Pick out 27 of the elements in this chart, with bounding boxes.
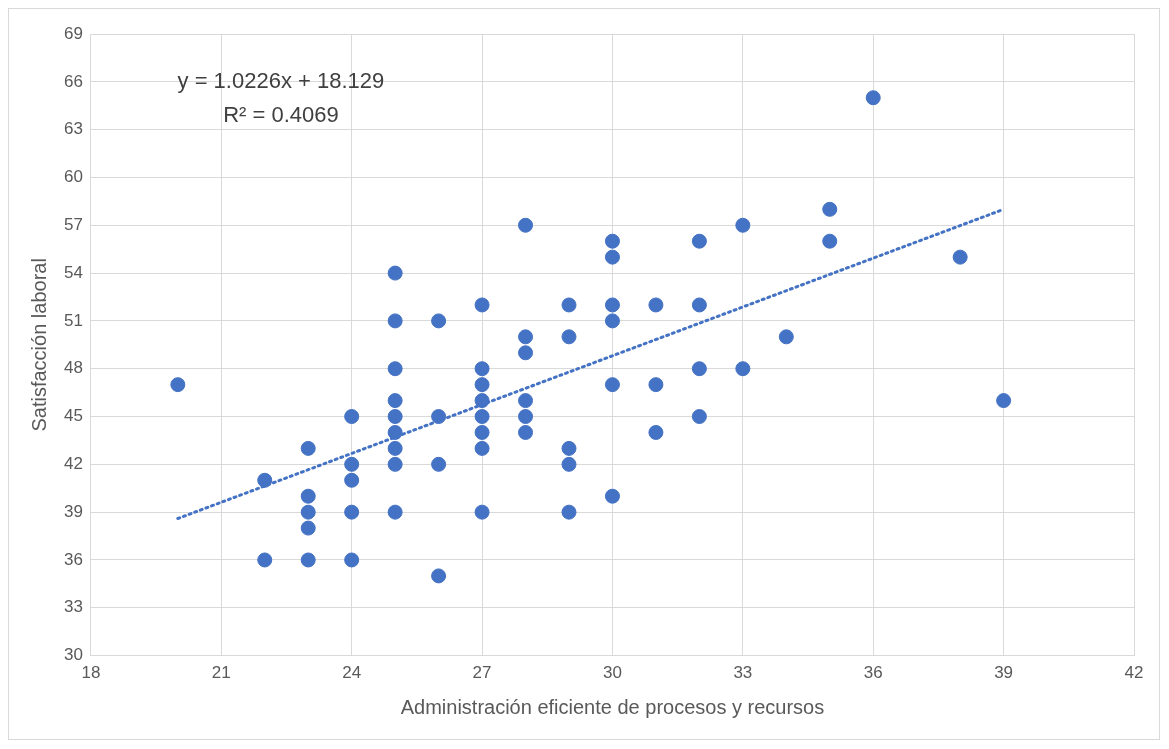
x-tick-label: 42 (1124, 663, 1144, 683)
y-tick-label: 33 (63, 597, 83, 617)
y-tick-label: 42 (63, 454, 83, 474)
x-tick-label: 18 (81, 663, 101, 683)
x-tick-label: 30 (602, 663, 622, 683)
x-tick-label: 24 (342, 663, 362, 683)
y-tick-label: 30 (63, 645, 83, 665)
y-tick-label: 57 (63, 214, 83, 234)
y-tick-label: 36 (63, 549, 83, 569)
y-tick-label: 51 (63, 310, 83, 330)
y-tick-label: 48 (63, 358, 83, 378)
annotation: y = 1.0226x + 18.129 (177, 68, 385, 94)
y-axis-title: Satisfacción laboral (27, 258, 50, 432)
x-tick-label: 27 (472, 663, 492, 683)
y-tick-label: 63 (63, 119, 83, 139)
x-axis-title: Administración eficiente de procesos y recursos (400, 695, 825, 718)
x-tick-label: 36 (863, 663, 883, 683)
x-tick-label: 39 (994, 663, 1014, 683)
y-tick-label: 54 (63, 262, 83, 282)
y-tick-label: 69 (63, 23, 83, 43)
y-tick-label: 45 (63, 406, 83, 426)
y-tick-label: 66 (63, 71, 83, 91)
y-tick-label: 39 (63, 501, 83, 521)
annotation: R² = 0.4069 (223, 102, 339, 128)
x-tick-label: 21 (211, 663, 231, 683)
y-tick-label: 60 (63, 167, 83, 187)
x-tick-label: 33 (733, 663, 753, 683)
